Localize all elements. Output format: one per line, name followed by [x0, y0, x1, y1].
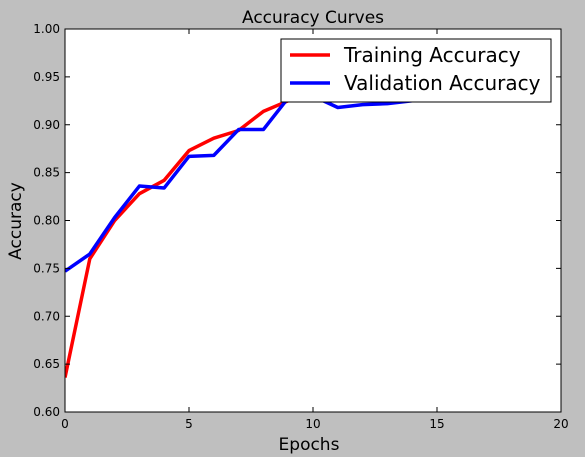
x-tick-label: 15	[429, 417, 444, 431]
y-axis-label: Accuracy	[6, 182, 26, 260]
y-tick-label: 0.95	[33, 70, 60, 84]
x-tick-label: 10	[305, 417, 320, 431]
y-tick-label: 0.70	[33, 309, 60, 323]
y-tick-label: 0.80	[33, 214, 60, 228]
y-tick-label: 0.85	[33, 166, 60, 180]
x-tick-label: 5	[185, 417, 193, 431]
y-tick-label: 0.90	[33, 118, 60, 132]
y-tick-label: 1.00	[33, 22, 60, 36]
x-tick-label: 0	[61, 417, 69, 431]
legend-box	[280, 38, 552, 103]
chart-title: Accuracy Curves	[242, 8, 384, 28]
x-axis-label: Epochs	[279, 435, 340, 455]
y-tick-label: 0.65	[33, 357, 60, 371]
y-tick-label: 0.75	[33, 261, 60, 275]
x-tick-label: 20	[553, 417, 568, 431]
legend-label-validation: Validation Accuracy	[344, 71, 541, 95]
y-tick-label: 0.60	[33, 405, 60, 419]
legend-label-training: Training Accuracy	[343, 43, 521, 67]
legend: Training Accuracy Validation Accuracy	[280, 38, 552, 103]
